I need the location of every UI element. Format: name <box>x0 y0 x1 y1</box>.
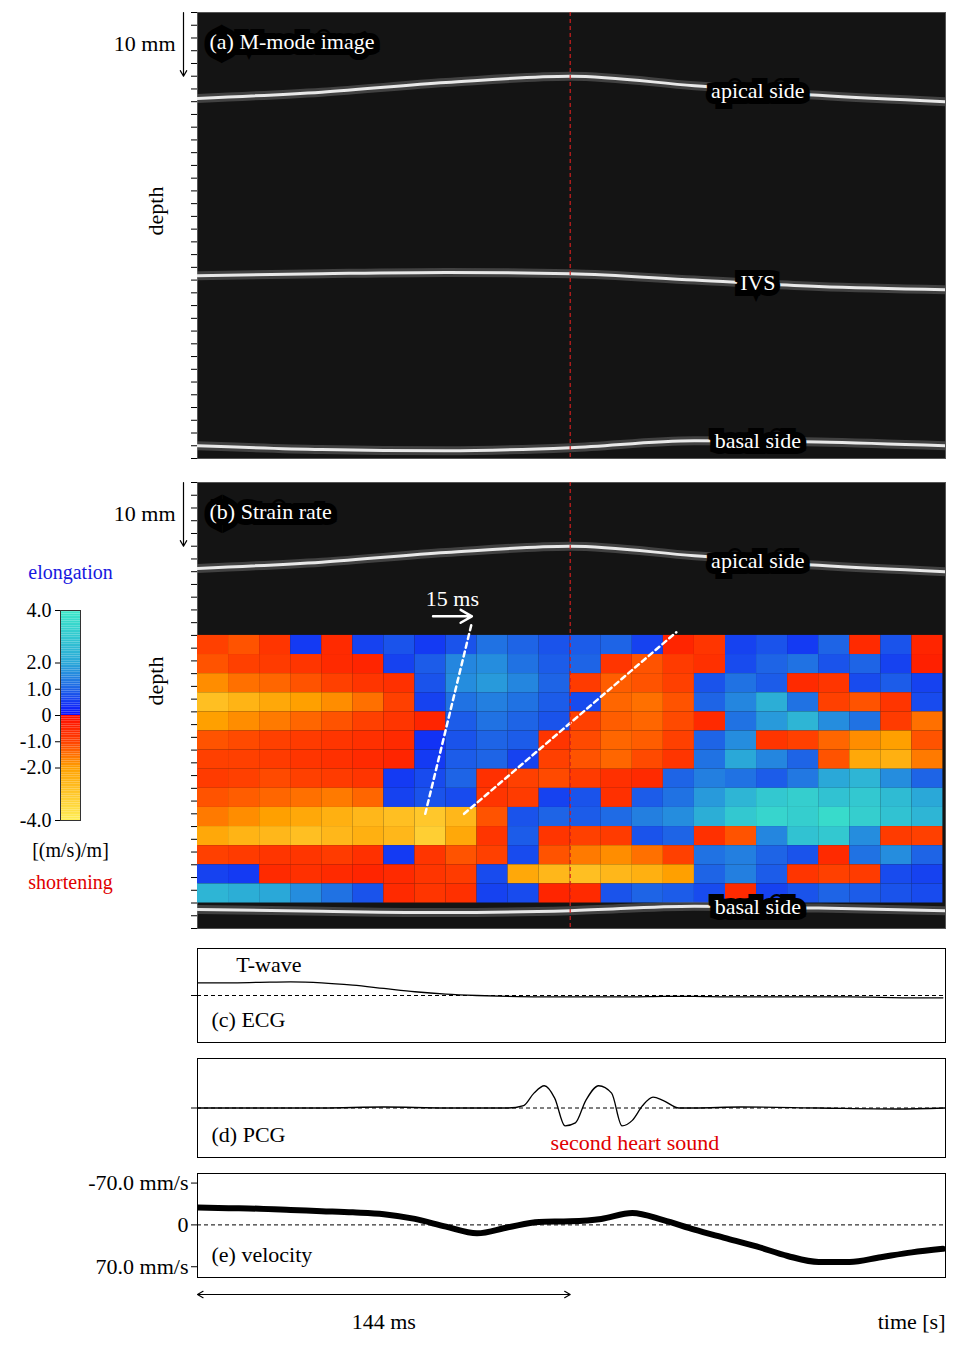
svg-text:depth: depth <box>143 657 168 706</box>
svg-text:basal side: basal side <box>715 894 801 919</box>
svg-text:-2.0: -2.0 <box>20 756 52 778</box>
svg-text:apical side: apical side <box>711 548 804 573</box>
svg-text:-70.0 mm/s: -70.0 mm/s <box>88 1170 188 1195</box>
svg-text:shortening: shortening <box>28 871 112 894</box>
svg-text:0: 0 <box>178 1212 189 1237</box>
svg-text:0: 0 <box>42 704 52 726</box>
svg-text:basal side: basal side <box>715 428 801 453</box>
svg-text:2.0: 2.0 <box>27 651 52 673</box>
svg-text:(b) Strain rate: (b) Strain rate <box>210 499 332 524</box>
svg-text:10 mm: 10 mm <box>114 31 176 56</box>
svg-text:-1.0: -1.0 <box>20 730 52 752</box>
svg-text:10 mm: 10 mm <box>114 501 176 526</box>
svg-text:second heart sound: second heart sound <box>551 1130 720 1155</box>
svg-text:[(m/s)/m]: [(m/s)/m] <box>32 839 109 862</box>
svg-text:1.0: 1.0 <box>27 678 52 700</box>
svg-text:4.0: 4.0 <box>27 599 52 621</box>
svg-text:70.0 mm/s: 70.0 mm/s <box>96 1254 189 1279</box>
svg-text:T-wave: T-wave <box>236 952 301 977</box>
svg-text:(c) ECG: (c) ECG <box>212 1007 286 1032</box>
svg-text:time [s]: time [s] <box>878 1309 946 1334</box>
svg-text:IVS: IVS <box>740 270 775 295</box>
svg-text:(e) velocity: (e) velocity <box>212 1242 313 1267</box>
svg-text:144 ms: 144 ms <box>352 1309 416 1334</box>
svg-text:-4.0: -4.0 <box>20 809 52 831</box>
svg-text:depth: depth <box>143 187 168 236</box>
svg-text:(a) M-mode image: (a) M-mode image <box>210 29 375 54</box>
svg-text:15 ms: 15 ms <box>426 586 479 611</box>
svg-text:(d) PCG: (d) PCG <box>212 1122 286 1147</box>
svg-text:elongation: elongation <box>28 561 112 584</box>
svg-text:apical side: apical side <box>711 78 804 103</box>
